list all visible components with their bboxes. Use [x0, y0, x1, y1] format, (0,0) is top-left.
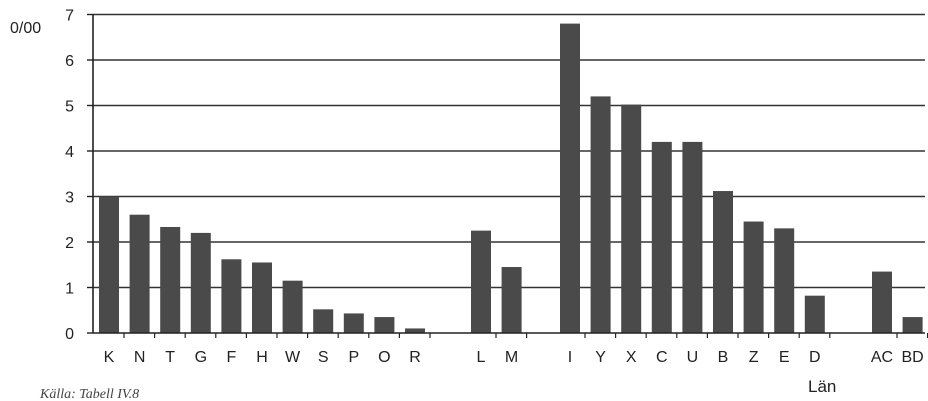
bar-z: [743, 221, 764, 333]
bar-f: [221, 259, 242, 333]
bar-ac: [872, 271, 892, 333]
x-category-label: P: [348, 349, 359, 366]
gridlines: [93, 13, 925, 289]
x-category-label: O: [378, 349, 390, 366]
x-category-label: C: [656, 349, 668, 366]
x-category-label: L: [477, 349, 486, 366]
x-category-label: I: [568, 349, 572, 366]
bar-s: [313, 309, 334, 333]
x-category-label: E: [779, 349, 790, 366]
bar-x: [621, 104, 642, 333]
x-category-label: R: [409, 349, 421, 366]
source-note: Källa: Tabell IV.8: [39, 387, 139, 401]
bar-p: [343, 313, 364, 333]
x-category-label: AC: [871, 349, 893, 366]
x-category-label: D: [809, 349, 821, 366]
x-category-label: N: [134, 349, 146, 366]
x-category-label: H: [256, 349, 268, 366]
x-axis-title: Län: [808, 377, 836, 396]
y-tick-label: 1: [65, 281, 74, 298]
y-tick-label: 5: [65, 99, 74, 116]
bar-e: [774, 228, 795, 333]
x-category-label: S: [318, 349, 329, 366]
x-category-label: M: [505, 349, 518, 366]
y-tick-label: 4: [65, 144, 74, 161]
bar-g: [190, 232, 211, 333]
x-category-label: F: [227, 349, 237, 366]
labels: 0 1 2 3 4 5 6 7 K N T G F H W S P O R L M I Y X C U B Z E D AC BD: [65, 8, 924, 367]
bar-h: [252, 262, 272, 333]
bar-bd: [902, 317, 923, 333]
x-category-label: G: [195, 349, 207, 366]
bar-i: [560, 23, 580, 333]
bar-b: [713, 191, 733, 333]
bar-y: [590, 96, 611, 334]
bars: [99, 23, 923, 334]
axes: [87, 13, 928, 338]
x-category-label: W: [285, 349, 301, 366]
y-tick-label: 3: [65, 190, 74, 207]
bar-u: [682, 141, 703, 333]
bar-o: [374, 317, 395, 333]
y-tick-label: 6: [65, 53, 74, 70]
unit-label: 0/00: [10, 20, 41, 37]
y-tick-label: 2: [65, 235, 74, 252]
bar-l: [471, 230, 491, 333]
x-category-label: T: [165, 349, 175, 366]
x-category-label: K: [104, 349, 115, 366]
bar-n: [129, 214, 150, 333]
x-category-label: B: [718, 349, 729, 366]
bar-c: [651, 141, 672, 333]
bar-d: [804, 295, 825, 333]
x-category-label: BD: [901, 349, 923, 366]
bar-k: [99, 196, 119, 333]
x-category-label: Z: [749, 349, 759, 366]
bar-t: [160, 226, 181, 333]
bar-m: [501, 267, 522, 333]
x-category-label: X: [626, 349, 637, 366]
x-category-label: Y: [595, 349, 606, 366]
bar-w: [282, 280, 303, 333]
bar-r: [405, 328, 425, 333]
x-category-label: U: [687, 349, 699, 366]
y-tick-label: 0: [65, 326, 74, 343]
y-tick-label: 7: [65, 8, 74, 25]
